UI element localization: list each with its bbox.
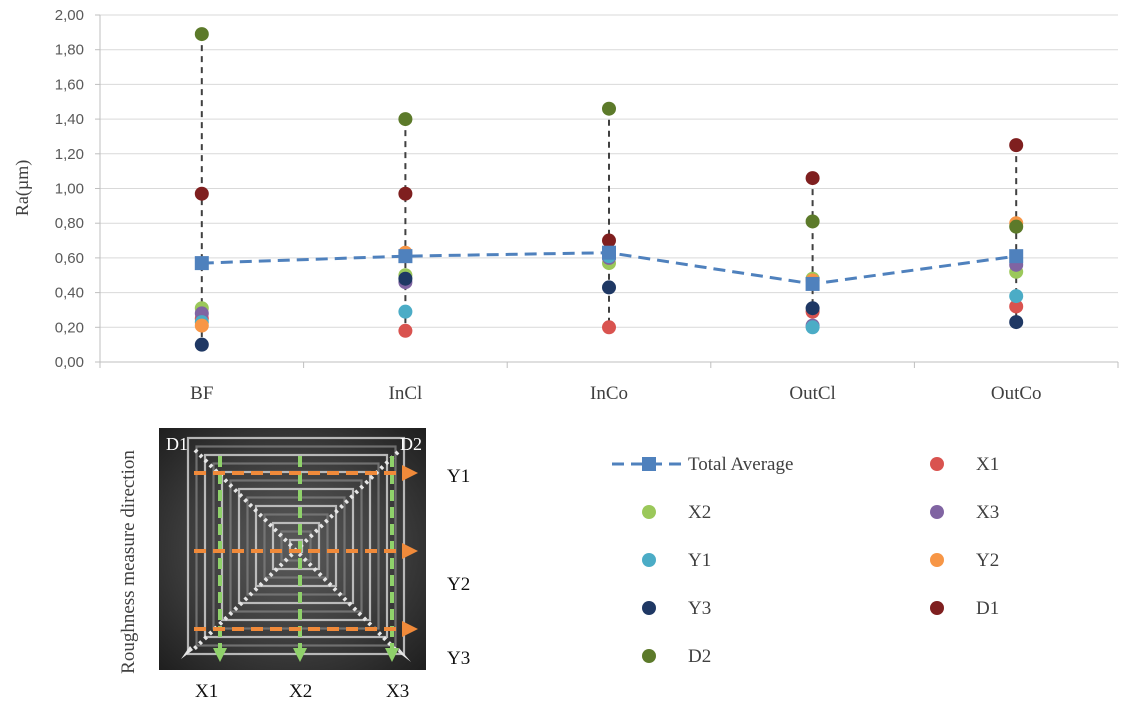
specimen-photo: D1 D2: [159, 428, 426, 670]
point-y3: [805, 301, 820, 316]
y-arrowhead: [402, 621, 418, 637]
x-arrowhead: [213, 648, 227, 662]
point-d2: [602, 101, 616, 116]
legend-marker-total-average: [642, 457, 656, 471]
category-label: InCl: [389, 383, 423, 404]
category-label: OutCl: [789, 383, 835, 404]
y-arrowhead: [402, 465, 418, 481]
specimen-ring: [254, 504, 338, 588]
label-y1: Y1: [447, 466, 470, 487]
x-arrowhead: [385, 648, 399, 662]
point-y3: [602, 280, 616, 295]
y-tick-label: 1,20: [55, 146, 84, 163]
y-tick-label: 0,00: [55, 354, 84, 371]
point-d1: [194, 186, 209, 201]
legend-label: D1: [976, 598, 999, 619]
legend-marker-y2: [930, 553, 944, 567]
category-label: BF: [190, 383, 213, 404]
point-y2: [194, 318, 209, 333]
legend-marker-d1: [930, 601, 944, 615]
legend-label: Y2: [976, 550, 999, 571]
y-tick-label: 1,40: [55, 111, 84, 128]
point-d2: [398, 112, 413, 127]
point-x1: [398, 323, 413, 338]
label-x2: X2: [289, 681, 312, 702]
arrowhead-d1: [398, 648, 411, 662]
gridlines: [95, 14, 1118, 363]
legend: Total Average X1 X2 X3 Y1 Y2 Y3 D1 D2: [612, 454, 999, 667]
point-d2: [1009, 219, 1024, 234]
label-d2: D2: [400, 434, 422, 454]
specimen-ring: [246, 496, 346, 596]
label-d1: D1: [166, 434, 188, 454]
specimen-ring: [229, 479, 363, 613]
point-y3: [398, 271, 413, 286]
diagonal-d1: [193, 448, 400, 654]
y-axis-title: Ra(µm): [12, 160, 33, 216]
legend-label: X3: [976, 502, 999, 523]
legend-marker-x3: [930, 505, 944, 519]
legend-label: D2: [688, 646, 711, 667]
specimen-ring: [271, 521, 321, 571]
specimen-ring: [263, 513, 329, 579]
label-y2: Y2: [447, 574, 470, 595]
measure-lines: [181, 448, 418, 662]
point-y3: [1009, 315, 1024, 330]
point-y1: [1009, 289, 1024, 304]
point-y3: [194, 337, 209, 352]
point-d2: [805, 214, 820, 229]
point-d1: [398, 186, 413, 201]
category-label: InCo: [590, 383, 628, 404]
x-arrowhead: [293, 648, 307, 662]
y-tick-label: 1,00: [55, 181, 84, 198]
specimen-ring: [280, 530, 312, 562]
legend-marker-x1: [930, 457, 944, 471]
legend-label: Y3: [688, 598, 711, 619]
y-tick-label: 0,20: [55, 319, 84, 336]
point-y1: [398, 304, 413, 319]
label-y3: Y3: [447, 648, 470, 669]
legend-label: Y1: [688, 550, 711, 571]
point-d2: [194, 27, 209, 42]
point-d1: [1009, 138, 1024, 153]
tick-labels: 0,00 0,20 0,40 0,60 0,80 1,00 1,20 1,40 1,60 1,80…: [55, 7, 84, 371]
data-points: [194, 27, 1024, 352]
legend-label: Total Average: [688, 454, 793, 475]
specimen-ring: [203, 453, 389, 639]
legend-marker-y3: [642, 601, 656, 615]
arrowhead-d2: [181, 646, 193, 659]
legend-marker-d2: [642, 649, 656, 663]
point-d1: [602, 233, 616, 248]
y-tick-label: 0,80: [55, 215, 84, 232]
label-x3: X3: [386, 681, 409, 702]
point-x1: [1009, 299, 1024, 314]
point-total-average: [398, 249, 413, 264]
label-x1: X1: [195, 681, 218, 702]
point-y1: [805, 320, 820, 335]
legend-label: X2: [688, 502, 711, 523]
point-d1: [805, 171, 820, 186]
category-label: OutCo: [991, 383, 1042, 404]
y-tick-label: 0,60: [55, 250, 84, 267]
y-tick-label: 1,80: [55, 42, 84, 59]
point-total-average: [1009, 249, 1024, 264]
range-lines: [200, 34, 1018, 345]
y-tick-label: 2,00: [55, 7, 84, 24]
legend-marker-x2: [642, 505, 656, 519]
y-arrowhead: [402, 543, 418, 559]
point-total-average: [194, 256, 209, 271]
y-tick-label: 0,40: [55, 285, 84, 302]
legend-marker-y1: [642, 553, 656, 567]
specimen-ring: [195, 445, 397, 647]
category-labels: BF InCl InCo OutCl OutCo: [190, 383, 1041, 404]
specimen-ring: [237, 487, 355, 605]
legend-label: X1: [976, 454, 999, 475]
y-tick-label: 1,60: [55, 76, 84, 93]
point-x1: [602, 320, 616, 335]
axes: [99, 15, 1119, 368]
roughness-direction-title: Roughness measure direction: [118, 450, 139, 674]
point-total-average: [805, 276, 820, 291]
point-total-average: [602, 245, 616, 260]
